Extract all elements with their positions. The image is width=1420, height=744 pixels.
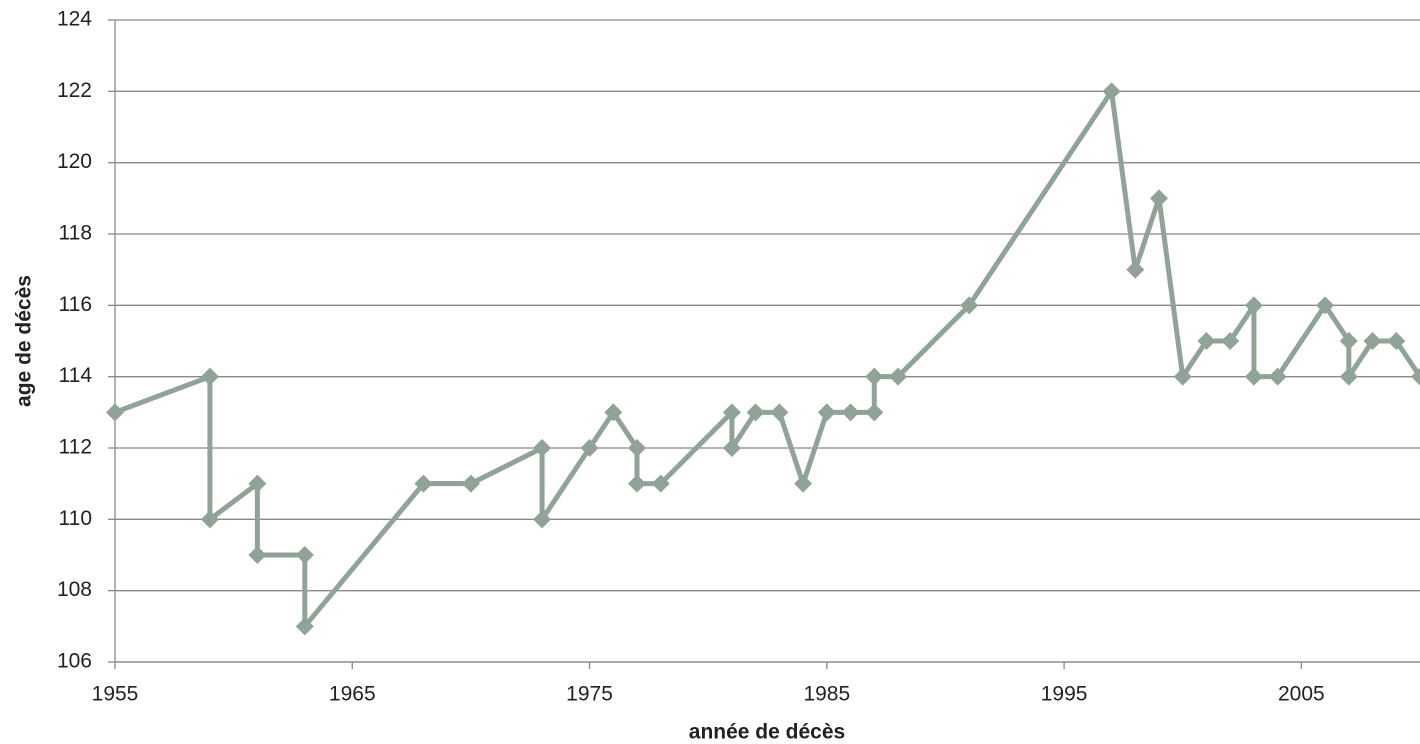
data-point — [1387, 332, 1406, 350]
data-point — [865, 403, 884, 422]
data-point — [200, 510, 219, 529]
data-point — [889, 367, 907, 386]
y-tick-label: 110 — [59, 507, 92, 530]
data-point — [865, 367, 884, 386]
y-tick-label: 120 — [57, 150, 92, 173]
data-point — [1316, 296, 1335, 315]
data-point — [533, 510, 552, 529]
data-point — [770, 403, 789, 422]
data-point — [1197, 332, 1216, 350]
data-point — [1363, 332, 1382, 350]
data-point — [1126, 260, 1145, 279]
y-tick-label: 124 — [57, 8, 92, 31]
data-point — [533, 439, 552, 457]
y-tick-label: 106 — [57, 650, 92, 673]
data-point — [1173, 367, 1192, 386]
data-line — [114, 88, 1420, 629]
data-point — [461, 474, 480, 493]
data-point — [200, 367, 219, 386]
data-point — [248, 474, 267, 493]
x-tick-label: 1955 — [92, 683, 139, 706]
data-point — [628, 474, 646, 493]
data-point — [651, 474, 670, 493]
data-point — [960, 296, 979, 315]
data-point — [722, 403, 741, 422]
data-point — [295, 546, 314, 564]
data-point — [1244, 296, 1263, 315]
data-point — [1221, 332, 1240, 350]
data-point — [1339, 367, 1358, 386]
x-tick-label: 1985 — [803, 683, 850, 706]
data-point — [1244, 367, 1263, 386]
y-axis-title: age de décès — [13, 275, 36, 407]
data-point — [604, 403, 623, 422]
data-point — [1268, 367, 1287, 386]
data-point — [580, 439, 599, 457]
y-tick-label: 114 — [59, 364, 93, 387]
data-point — [628, 439, 646, 457]
data-point — [746, 403, 765, 422]
y-tick-label: 118 — [59, 222, 92, 245]
data-point — [248, 546, 267, 564]
data-point — [794, 474, 813, 493]
y-tick-label: 108 — [57, 578, 92, 601]
data-point — [841, 403, 860, 422]
x-tick-label: 1975 — [566, 683, 613, 706]
data-point — [1411, 367, 1420, 386]
data-point — [1102, 82, 1121, 101]
data-point — [1339, 332, 1358, 350]
y-tick-label: 112 — [59, 436, 92, 459]
data-point — [295, 617, 314, 636]
data-point — [722, 439, 741, 457]
data-point — [106, 403, 124, 422]
data-point — [817, 403, 836, 422]
x-tick-label: 1995 — [1041, 683, 1088, 706]
x-tick-label: 1965 — [329, 683, 376, 706]
data-point — [1150, 189, 1168, 208]
y-tick-label: 122 — [57, 79, 92, 102]
x-tick-label: 2005 — [1278, 683, 1325, 706]
data-point — [414, 474, 433, 493]
x-axis-title: année de décès — [689, 721, 845, 744]
y-tick-label: 116 — [59, 293, 92, 316]
